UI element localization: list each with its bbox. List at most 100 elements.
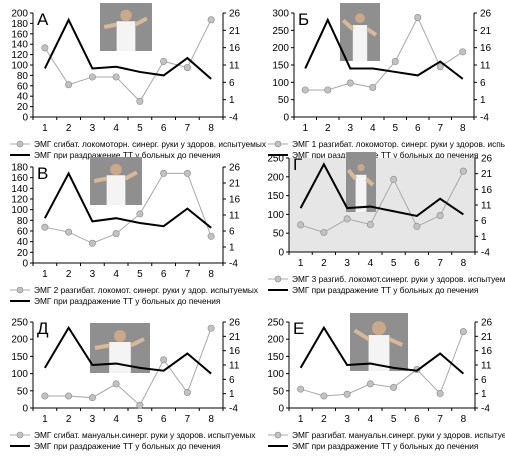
legend-marker-gray xyxy=(274,431,282,439)
photo xyxy=(100,3,152,51)
plot-background xyxy=(289,158,475,252)
y2-tick-label: 16 xyxy=(481,185,493,196)
arm xyxy=(134,16,148,27)
panel-letter: А xyxy=(37,10,49,29)
head xyxy=(110,163,122,176)
y-tick-label: 250 xyxy=(11,318,28,329)
y-tick-label: 180 xyxy=(11,19,28,30)
photo xyxy=(346,152,376,212)
arm xyxy=(93,176,108,183)
y2-tick-label: 6 xyxy=(481,216,487,227)
x-tick-label: 4 xyxy=(368,258,374,269)
legend-label-gray: ЭМГ сгибат. мануальн.синерг. руки у здор… xyxy=(34,430,256,440)
y2-tick-label: -4 xyxy=(480,113,489,124)
series-line-gray xyxy=(300,170,464,233)
x-tick-label: 3 xyxy=(90,269,96,280)
data-point-gray xyxy=(459,328,467,336)
data-point-gray xyxy=(459,167,467,175)
y-tick-label: 50 xyxy=(273,229,285,240)
y-tick-label: 20 xyxy=(17,102,29,113)
head xyxy=(120,9,132,22)
y2-tick-label: 1 xyxy=(229,95,235,106)
x-tick-label: 7 xyxy=(185,414,191,425)
data-point-gray xyxy=(65,81,73,89)
series-line-black xyxy=(44,325,212,375)
y-tick-label: 250 xyxy=(267,318,284,329)
y-tick-label: 150 xyxy=(11,352,28,363)
y-tick-label: 200 xyxy=(11,9,28,20)
series-line-gray xyxy=(44,328,212,407)
y2-tick-label: -4 xyxy=(481,404,490,415)
x-tick-label: 4 xyxy=(113,269,119,280)
x-tick-label: 3 xyxy=(344,414,350,425)
x-tick-label: 6 xyxy=(161,269,167,280)
x-tick-label: 8 xyxy=(461,258,467,269)
y2-tick-label: 1 xyxy=(481,389,487,400)
series-line-black xyxy=(304,17,464,80)
data-point-gray xyxy=(136,401,144,409)
y2-tick-label: 6 xyxy=(229,78,235,89)
data-point-gray xyxy=(41,44,49,52)
data-point-gray xyxy=(324,86,332,94)
y-tick-label: 50 xyxy=(273,386,285,397)
legend-label-black: ЭМГ при раздражение ТТ у больных до пече… xyxy=(34,150,220,160)
y-tick-label: 300 xyxy=(272,9,289,20)
series-line-gray xyxy=(305,16,464,91)
y-tick-label: 250 xyxy=(267,154,284,165)
y2-tick-label: 1 xyxy=(481,232,487,243)
arm xyxy=(353,328,370,341)
chart-panel: 020406080100120140160180200-416111621261… xyxy=(10,3,267,160)
y2-tick-label: 26 xyxy=(229,9,241,20)
arm xyxy=(94,343,110,350)
y-tick-label: 100 xyxy=(11,205,28,216)
y-tick-label: 0 xyxy=(22,259,28,270)
data-point-gray xyxy=(320,392,328,400)
y2-tick-label: 6 xyxy=(480,78,486,89)
y-tick-label: 140 xyxy=(11,40,28,51)
y-tick-label: 150 xyxy=(267,352,284,363)
data-point-gray xyxy=(207,16,215,24)
data-point-gray xyxy=(413,222,421,230)
y-tick-label: 160 xyxy=(11,173,28,184)
y2-tick-label: 11 xyxy=(481,201,492,212)
x-tick-label: 1 xyxy=(298,258,304,269)
x-tick-label: 5 xyxy=(392,123,398,134)
y-tick-label: 20 xyxy=(17,248,29,259)
data-point-gray xyxy=(183,389,191,397)
y2-tick-label: 16 xyxy=(229,195,241,206)
x-tick-label: 1 xyxy=(42,414,48,425)
series-line-gray xyxy=(44,19,212,103)
y-tick-label: 150 xyxy=(267,191,284,202)
x-tick-label: 8 xyxy=(208,269,214,280)
x-tick-label: 2 xyxy=(66,414,72,425)
data-point-gray xyxy=(183,64,191,72)
arm xyxy=(124,170,138,181)
x-tick-label: 6 xyxy=(414,414,420,425)
y-tick-label: 0 xyxy=(22,404,28,415)
data-point-gray xyxy=(459,48,467,56)
series-line-gray xyxy=(44,172,212,244)
x-tick-label: 4 xyxy=(370,123,376,134)
y2-tick-label: 11 xyxy=(229,211,240,222)
y2-tick-label: 21 xyxy=(480,26,492,37)
x-tick-label: 7 xyxy=(185,269,191,280)
shirt xyxy=(109,342,131,373)
x-tick-label: 1 xyxy=(302,123,308,134)
y2-tick-label: -4 xyxy=(229,404,238,415)
data-point-gray xyxy=(391,58,399,66)
y-tick-label: 200 xyxy=(267,335,284,346)
data-point-gray xyxy=(414,14,422,22)
x-tick-label: 1 xyxy=(298,414,304,425)
data-point-gray xyxy=(88,394,96,402)
y2-tick-label: 1 xyxy=(229,243,235,254)
data-point-gray xyxy=(88,239,96,247)
arm xyxy=(341,18,355,31)
x-tick-label: 2 xyxy=(66,269,72,280)
x-tick-label: 4 xyxy=(368,414,374,425)
photo xyxy=(350,313,408,371)
y2-tick-label: 1 xyxy=(229,389,235,400)
y-tick-label: 0 xyxy=(22,113,28,124)
